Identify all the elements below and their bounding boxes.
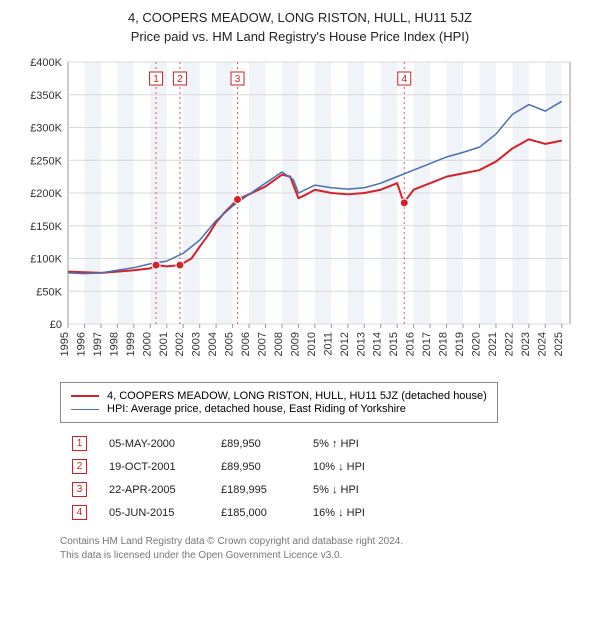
attribution: Contains HM Land Registry data © Crown c… xyxy=(60,535,580,562)
svg-text:2005: 2005 xyxy=(224,332,236,356)
svg-text:2015: 2015 xyxy=(388,332,400,356)
svg-text:£350K: £350K xyxy=(30,90,62,102)
svg-text:1997: 1997 xyxy=(92,332,104,356)
svg-text:2025: 2025 xyxy=(553,332,565,356)
svg-text:2003: 2003 xyxy=(191,332,203,356)
svg-text:2007: 2007 xyxy=(257,332,269,356)
title-address: 4, COOPERS MEADOW, LONG RISTON, HULL, HU… xyxy=(20,10,580,25)
svg-text:2010: 2010 xyxy=(306,332,318,356)
attribution-line1: Contains HM Land Registry data © Crown c… xyxy=(60,535,580,549)
sale-marker-badge: 3 xyxy=(72,482,87,497)
legend-swatch xyxy=(71,409,99,410)
legend-label: HPI: Average price, detached house, East… xyxy=(107,403,406,415)
sales-table: 105-MAY-2000£89,9505% ↑ HPI219-OCT-2001£… xyxy=(60,431,377,525)
sale-price: £89,950 xyxy=(211,456,301,477)
table-row: 3 22-APR-2005£189,9955% ↓ HPI xyxy=(62,479,375,500)
legend-swatch xyxy=(71,395,99,397)
svg-text:2004: 2004 xyxy=(207,332,219,356)
sale-date: 05-MAY-2000 xyxy=(99,433,209,454)
svg-text:£250K: £250K xyxy=(30,155,62,167)
svg-text:£400K: £400K xyxy=(30,57,62,69)
sale-marker-badge: 2 xyxy=(72,459,87,474)
svg-text:£0: £0 xyxy=(50,319,62,331)
sale-delta: 10% ↓ HPI xyxy=(303,456,375,477)
sale-marker-badge: 4 xyxy=(72,505,87,520)
sale-delta: 5% ↑ HPI xyxy=(303,433,375,454)
svg-text:3: 3 xyxy=(235,74,241,85)
sale-price: £189,995 xyxy=(211,479,301,500)
svg-text:2019: 2019 xyxy=(454,332,466,356)
attribution-line2: This data is licensed under the Open Gov… xyxy=(60,549,580,563)
svg-text:£100K: £100K xyxy=(30,254,62,266)
svg-text:2000: 2000 xyxy=(141,332,153,356)
sale-marker-badge: 1 xyxy=(72,436,87,451)
svg-text:2011: 2011 xyxy=(322,332,334,356)
svg-text:£150K: £150K xyxy=(30,221,62,233)
legend-label: 4, COOPERS MEADOW, LONG RISTON, HULL, HU… xyxy=(107,390,487,402)
sale-date: 05-JUN-2015 xyxy=(99,502,209,523)
svg-text:1996: 1996 xyxy=(75,332,87,356)
chart-svg: £0 £50K £100K £150K £200K £250K £300K £350K £400… xyxy=(20,52,580,372)
svg-text:£50K: £50K xyxy=(36,286,62,298)
price-chart: £0 £50K £100K £150K £200K £250K £300K £350K £400… xyxy=(20,52,580,372)
svg-text:2001: 2001 xyxy=(158,332,170,356)
svg-text:2002: 2002 xyxy=(174,332,186,356)
svg-text:2016: 2016 xyxy=(405,332,417,356)
svg-text:2023: 2023 xyxy=(520,332,532,356)
svg-text:2008: 2008 xyxy=(273,332,285,356)
svg-text:2: 2 xyxy=(177,74,183,85)
svg-text:2006: 2006 xyxy=(240,332,252,356)
svg-text:2014: 2014 xyxy=(372,332,384,356)
svg-text:2018: 2018 xyxy=(438,332,450,356)
svg-text:£300K: £300K xyxy=(30,123,62,135)
svg-text:2013: 2013 xyxy=(355,332,367,356)
svg-text:2017: 2017 xyxy=(421,332,433,356)
svg-text:1995: 1995 xyxy=(59,332,71,356)
sale-price: £185,000 xyxy=(211,502,301,523)
sale-delta: 16% ↓ HPI xyxy=(303,502,375,523)
svg-text:2021: 2021 xyxy=(487,332,499,356)
table-row: 1 05-MAY-2000£89,9505% ↑ HPI xyxy=(62,433,375,454)
svg-text:2024: 2024 xyxy=(536,332,548,356)
svg-text:1: 1 xyxy=(153,74,159,85)
title-sub: Price paid vs. HM Land Registry's House … xyxy=(20,29,580,44)
legend-item: 4, COOPERS MEADOW, LONG RISTON, HULL, HU… xyxy=(71,390,487,402)
svg-text:1999: 1999 xyxy=(125,332,137,356)
table-row: 4 05-JUN-2015£185,00016% ↓ HPI xyxy=(62,502,375,523)
legend-item: HPI: Average price, detached house, East… xyxy=(71,403,487,415)
svg-text:2020: 2020 xyxy=(470,332,482,356)
svg-text:2012: 2012 xyxy=(339,332,351,356)
sale-date: 19-OCT-2001 xyxy=(99,456,209,477)
table-row: 2 19-OCT-2001£89,95010% ↓ HPI xyxy=(62,456,375,477)
svg-text:2009: 2009 xyxy=(289,332,301,356)
sale-delta: 5% ↓ HPI xyxy=(303,479,375,500)
legend: 4, COOPERS MEADOW, LONG RISTON, HULL, HU… xyxy=(60,382,498,423)
svg-text:1998: 1998 xyxy=(108,332,120,356)
svg-text:£200K: £200K xyxy=(30,188,62,200)
svg-text:4: 4 xyxy=(401,74,407,85)
svg-text:2022: 2022 xyxy=(503,332,515,356)
sale-price: £89,950 xyxy=(211,433,301,454)
sale-date: 22-APR-2005 xyxy=(99,479,209,500)
